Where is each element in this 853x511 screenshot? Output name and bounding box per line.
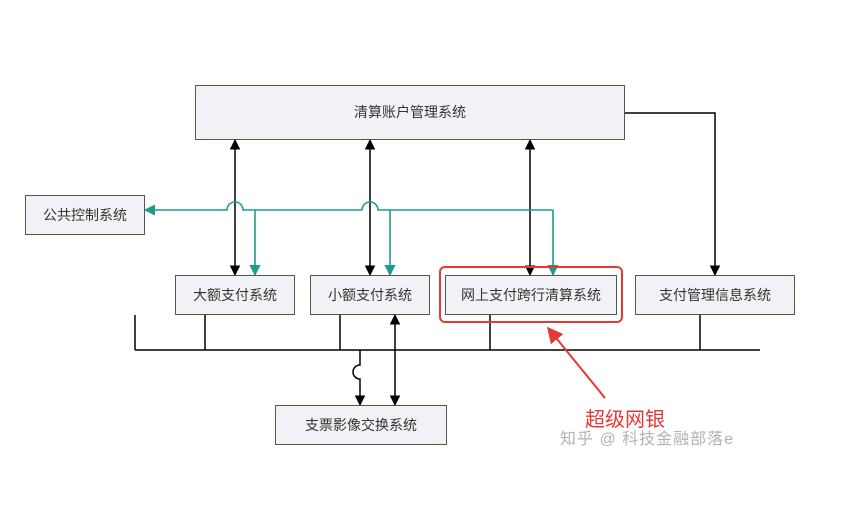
watermark-text: 知乎 @ 科技金融部落e [560,425,734,449]
node-payment-info-mgmt: 支付管理信息系统 [635,275,795,315]
node-small-value-payment: 小额支付系统 [310,275,430,315]
node-label: 大额支付系统 [193,286,277,304]
watermark-label: 知乎 @ 科技金融部落e [560,431,734,448]
node-label: 公共控制系统 [43,206,127,224]
node-label: 支票影像交换系统 [305,416,417,434]
node-clearing-account-mgmt: 清算账户管理系统 [195,85,625,140]
node-label: 清算账户管理系统 [354,103,466,121]
highlight-box [439,266,623,323]
node-large-value-payment: 大额支付系统 [175,275,295,315]
node-cheque-image-exchange: 支票影像交换系统 [275,405,447,445]
node-label: 小额支付系统 [328,286,412,304]
node-public-control: 公共控制系统 [25,195,145,235]
node-label: 支付管理信息系统 [659,286,771,304]
